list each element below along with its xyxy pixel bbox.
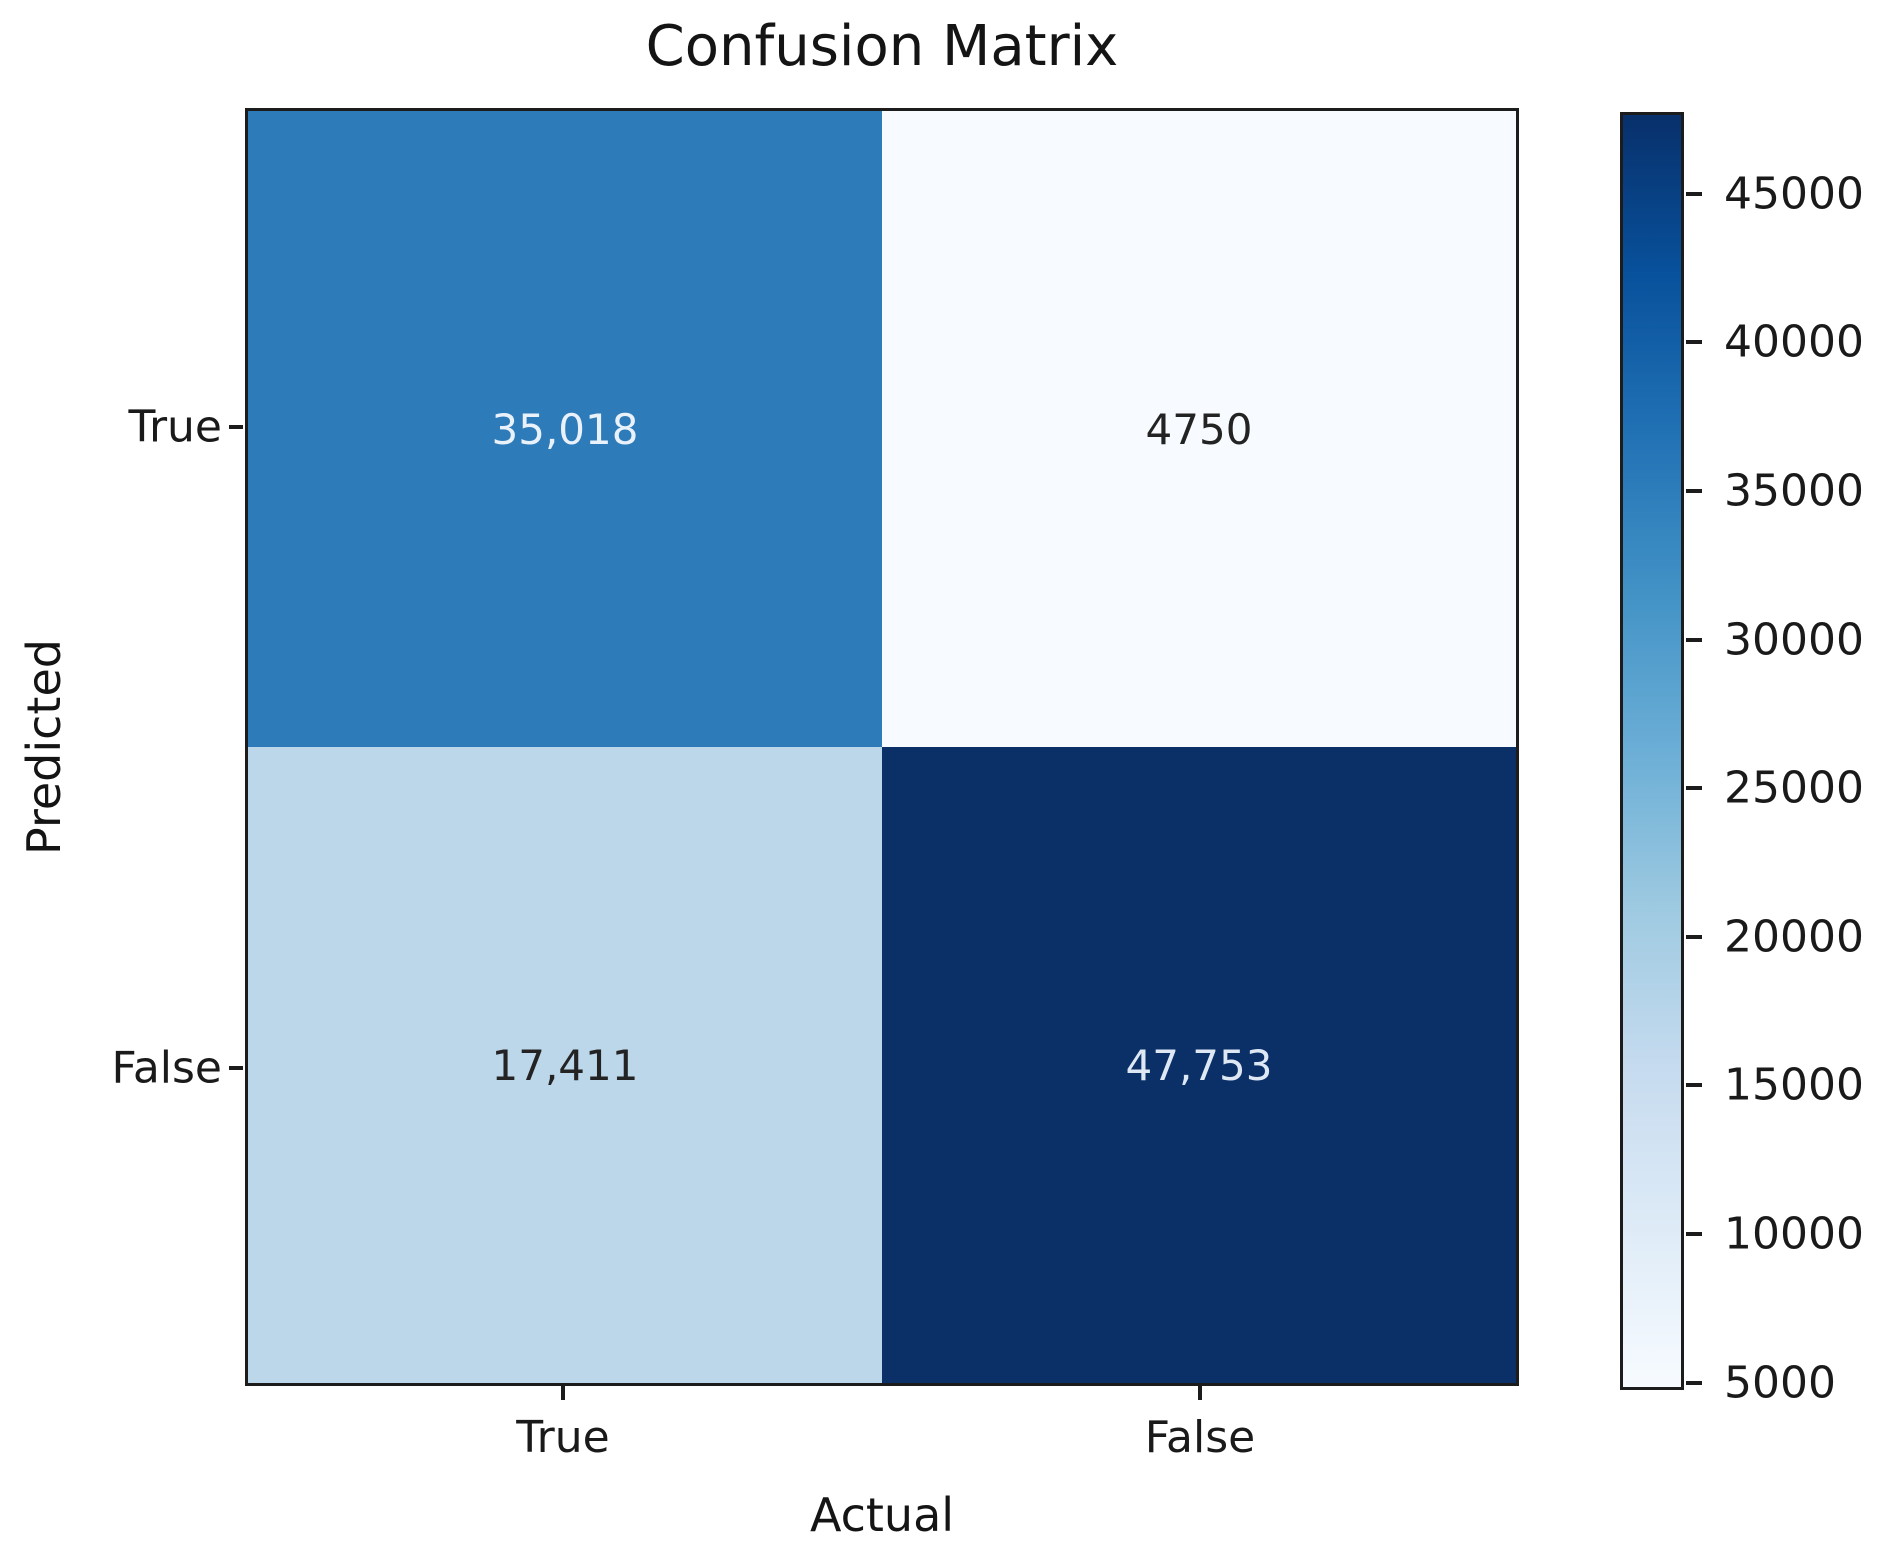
y-tick-mark-false bbox=[229, 1066, 243, 1070]
cell-value-label: 47,753 bbox=[1125, 1040, 1273, 1090]
colorbar-tick-mark bbox=[1686, 489, 1702, 493]
y-tick-mark-true bbox=[229, 425, 243, 429]
chart-title: Confusion Matrix bbox=[645, 14, 1119, 79]
y-tick-label-true: True bbox=[128, 401, 222, 453]
x-tick-mark-true bbox=[561, 1386, 565, 1400]
colorbar-tick-label: 40000 bbox=[1724, 316, 1864, 368]
colorbar-tick-mark bbox=[1686, 1231, 1702, 1236]
colorbar-tick-mark bbox=[1686, 1380, 1702, 1385]
colorbar-tick-mark bbox=[1686, 1083, 1702, 1088]
x-tick-label-false: False bbox=[1144, 1412, 1256, 1463]
colorbar-tick-label: 30000 bbox=[1724, 614, 1864, 666]
cell-value-label: 4750 bbox=[1145, 404, 1253, 454]
colorbar-tick-mark bbox=[1686, 191, 1702, 196]
heatmap-cell-pred-false-actual-false: 47,753 bbox=[882, 747, 1516, 1383]
colorbar-tick-label: 35000 bbox=[1724, 465, 1864, 517]
heatmap-cell-pred-false-actual-true: 17,411 bbox=[248, 747, 882, 1383]
heatmap-plot: 35,018 4750 17,411 47,753 bbox=[245, 108, 1519, 1386]
colorbar-tick-label: 45000 bbox=[1724, 168, 1864, 220]
cell-value-label: 17,411 bbox=[491, 1040, 639, 1090]
colorbar-tick-layer: 45000 40000 35000 30000 25000 20000 15000 10000… bbox=[1620, 112, 1864, 1408]
colorbar-tick-label: 15000 bbox=[1724, 1059, 1864, 1111]
colorbar-tick-mark bbox=[1686, 637, 1702, 642]
x-tick-mark-false bbox=[1198, 1386, 1202, 1400]
cell-value-label: 35,018 bbox=[491, 404, 639, 454]
colorbar bbox=[1620, 112, 1684, 1390]
colorbar-tick-label: 20000 bbox=[1724, 911, 1864, 963]
colorbar-tick-mark bbox=[1686, 934, 1702, 939]
heatmap-cell-pred-true-actual-true: 35,018 bbox=[248, 111, 882, 747]
x-axis-label: Actual bbox=[809, 1488, 955, 1542]
colorbar-tick-mark bbox=[1686, 340, 1702, 345]
x-tick-label-true: True bbox=[516, 1412, 610, 1463]
heatmap-cell-pred-true-actual-false: 4750 bbox=[882, 111, 1516, 747]
y-tick-label-false: False bbox=[111, 1042, 222, 1094]
y-axis-label: Predicted bbox=[17, 639, 71, 855]
colorbar-tick-label: 5000 bbox=[1724, 1357, 1836, 1409]
colorbar-tick-label: 10000 bbox=[1724, 1208, 1864, 1260]
colorbar-tick-label: 25000 bbox=[1724, 762, 1864, 814]
colorbar-tick-mark bbox=[1686, 786, 1702, 791]
